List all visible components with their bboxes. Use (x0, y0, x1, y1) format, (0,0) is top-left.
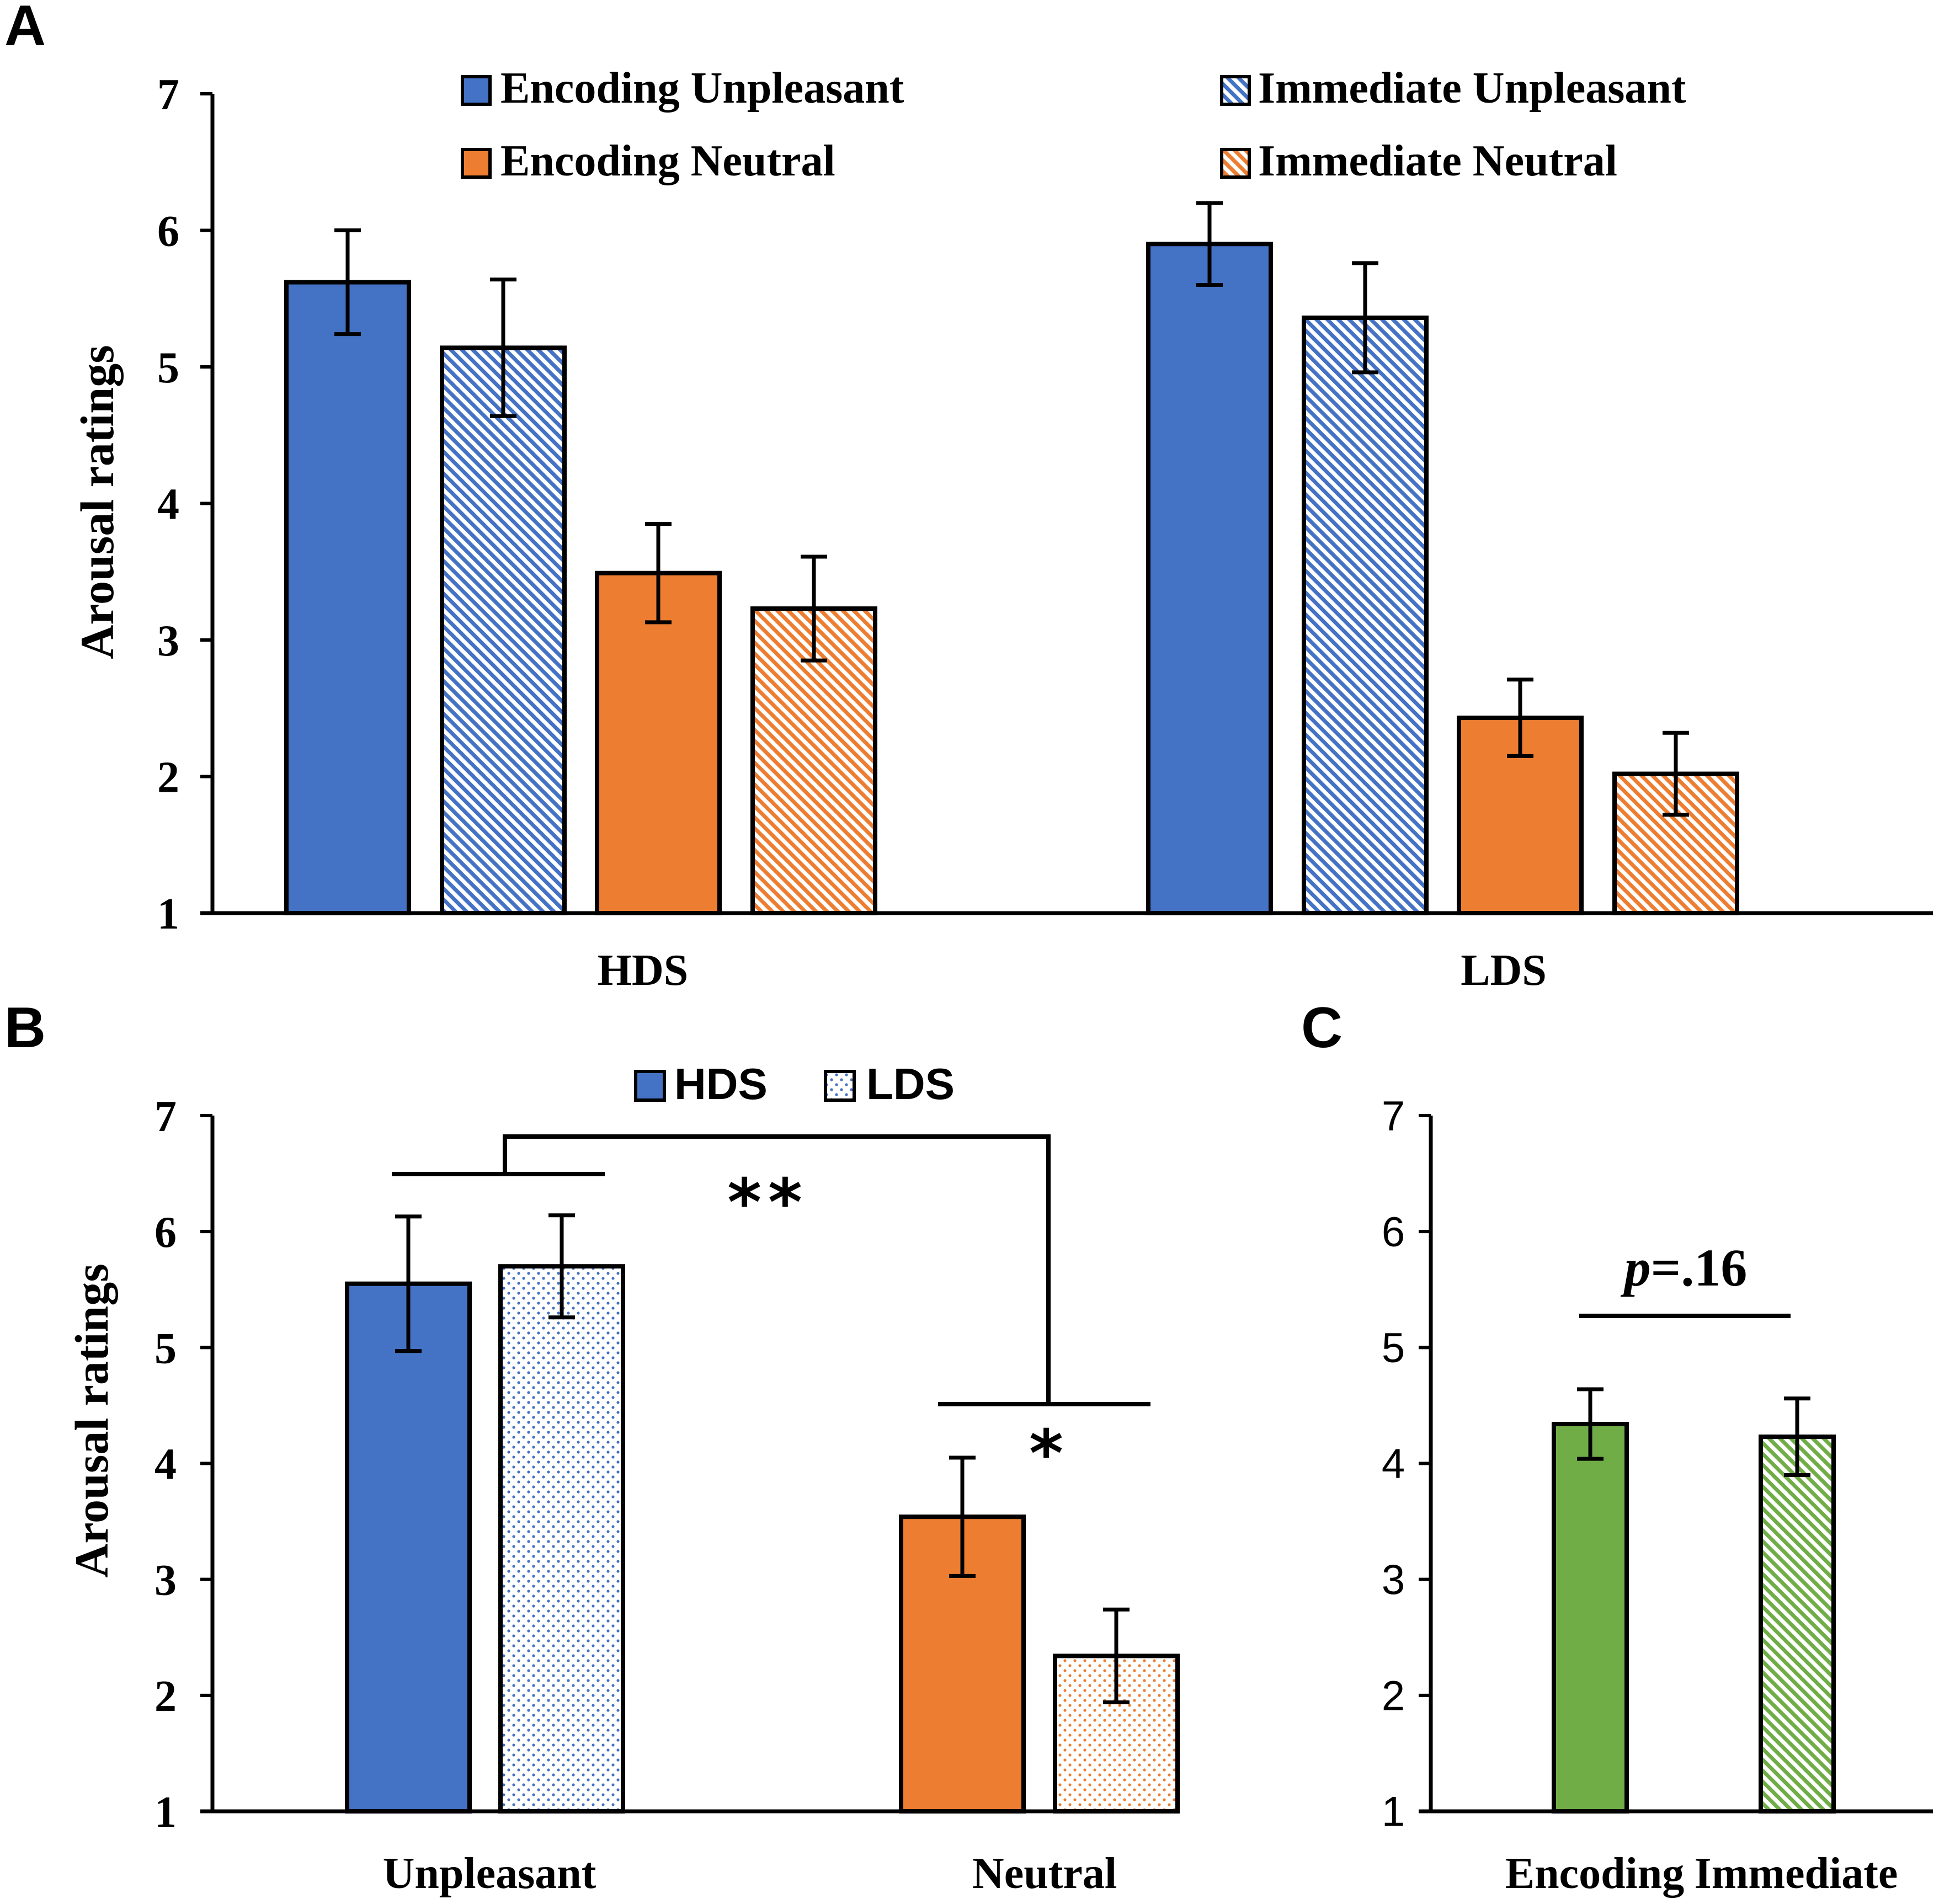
panel-a-y-axis-label: Arousal ratings (71, 345, 124, 659)
error-bar-a-immediate-unpleasant-lds (1352, 261, 1378, 375)
bar-c-arousal-encoding (1552, 1422, 1629, 1814)
panel-a-y-tick-2: 2 (157, 754, 179, 802)
panel-b: B 1 2 3 4 5 6 7 Arousal ratings Unpleasant Neu… (4, 996, 1180, 1898)
panel-c-letter: C (1301, 996, 1343, 1060)
legend-label-encoding-unpleasant: Encoding Unpleasant (500, 64, 904, 113)
panel-a-y-tick-3: 3 (157, 617, 179, 665)
panel-c-y-tick-6: 6 (1382, 1209, 1405, 1256)
legend-label-encoding-neutral: Encoding Neutral (500, 137, 835, 185)
panel-a: A 1 2 3 4 5 6 7 Arousal ratings HDS LDS Encodi… (4, 0, 1933, 995)
error-bar-a-immediate-unpleasant-hds (490, 278, 516, 418)
error-bar-a-encoding-neutral-hds (645, 522, 672, 625)
panel-b-y-tick-4: 4 (155, 1441, 177, 1489)
panel-a-axes (200, 94, 1933, 915)
panel-c-x-tick-encoding: Encoding (1505, 1849, 1685, 1898)
panel-c-y-tick-4: 4 (1382, 1441, 1405, 1487)
error-bar-b-lds-neutral (1103, 1607, 1130, 1704)
panel-a-legend: Encoding Unpleasant Immediate Unpleasant… (461, 64, 1686, 185)
legend-swatch-encoding-unpleasant (461, 75, 492, 106)
legend-swatch-lds (824, 1070, 856, 1102)
error-bar-b-lds-unpleasant (548, 1213, 575, 1320)
legend-swatch-immediate-neutral (1220, 148, 1251, 179)
panel-c-y-tick-7: 7 (1382, 1093, 1405, 1140)
panel-c-y-tick-1: 1 (1382, 1789, 1405, 1836)
bar-a-immediate-unpleasant-hds (440, 345, 567, 915)
panel-c: C 1 2 3 4 5 6 7 Encoding Immediate p=.16 (1301, 996, 1933, 1898)
panel-c-y-axis-ticks: 1 2 3 4 5 6 7 (1382, 1093, 1431, 1836)
error-bar-b-hds-neutral (949, 1455, 976, 1578)
panel-a-y-axis-ticks: 1 2 3 4 5 6 7 (157, 71, 212, 938)
legend-label-immediate-unpleasant: Immediate Unpleasant (1258, 64, 1686, 113)
panel-c-axes (1419, 1116, 1933, 1814)
bar-c-arousal-immediate (1759, 1434, 1836, 1814)
panel-b-x-tick-unpleasant: Unpleasant (383, 1849, 596, 1898)
panel-b-letter: B (4, 996, 46, 1060)
panel-c-y-tick-5: 5 (1382, 1325, 1405, 1372)
panel-c-y-tick-3: 3 (1382, 1556, 1405, 1603)
error-bar-c-arousal-encoding (1577, 1387, 1604, 1461)
legend-label-immediate-neutral: Immediate Neutral (1258, 137, 1617, 185)
p-value-symbol: p (1621, 1238, 1651, 1297)
panel-a-y-tick-4: 4 (157, 481, 179, 529)
legend-swatch-encoding-neutral (461, 148, 492, 179)
panel-b-axes (200, 1116, 1162, 1814)
panel-c-bars (1552, 1387, 1836, 1814)
bar-b-hds-unpleasant (345, 1281, 472, 1814)
panel-b-y-axis-ticks: 1 2 3 4 5 6 7 (155, 1092, 212, 1837)
bar-b-lds-unpleasant (498, 1264, 625, 1814)
p-value-number: =.16 (1651, 1238, 1748, 1297)
panel-b-y-tick-2: 2 (155, 1672, 177, 1721)
panel-a-x-tick-hds: HDS (598, 946, 689, 995)
panel-b-y-tick-5: 5 (155, 1324, 177, 1373)
error-bar-a-encoding-unpleasant-hds (334, 228, 361, 337)
legend-label-hds: HDS (674, 1059, 768, 1108)
legend-item-encoding-neutral: Encoding Neutral (461, 137, 835, 185)
legend-item-hds: HDS (634, 1059, 768, 1108)
bar-a-encoding-unpleasant-hds (284, 280, 411, 915)
p-value-annotation: p=.16 (1621, 1238, 1748, 1297)
panel-b-significance-brackets: ** * (392, 1134, 1150, 1491)
panel-b-y-tick-1: 1 (155, 1788, 177, 1837)
panel-b-y-tick-6: 6 (155, 1208, 177, 1257)
panel-c-y-tick-2: 2 (1382, 1672, 1405, 1719)
error-bar-a-encoding-unpleasant-lds (1196, 201, 1223, 287)
panel-a-y-tick-6: 6 (157, 207, 179, 256)
panel-c-significance: p=.16 (1579, 1238, 1791, 1318)
panel-a-y-tick-1: 1 (157, 890, 179, 938)
panel-a-y-tick-7: 7 (157, 71, 179, 119)
legend-item-lds: LDS (824, 1059, 955, 1108)
legend-item-encoding-unpleasant: Encoding Unpleasant (461, 64, 904, 113)
neutral-contrast-marker: * (1029, 1415, 1063, 1491)
error-bar-a-immediate-neutral-lds (1663, 730, 1689, 817)
legend-label-lds: LDS (866, 1059, 955, 1108)
panel-a-y-tick-5: 5 (157, 344, 179, 392)
panel-a-x-tick-lds: LDS (1461, 946, 1547, 995)
panel-b-legend: HDS LDS (634, 1059, 955, 1108)
error-bar-a-encoding-neutral-lds (1507, 678, 1533, 758)
panel-a-letter: A (4, 0, 46, 58)
panel-a-bars (284, 201, 1739, 916)
panel-c-x-tick-immediate: Immediate (1695, 1849, 1898, 1898)
bar-a-encoding-unpleasant-lds (1146, 242, 1273, 915)
error-bar-b-hds-unpleasant (395, 1214, 422, 1353)
panel-b-y-axis-label: Arousal ratings (65, 1263, 118, 1577)
panel-b-y-tick-7: 7 (155, 1092, 177, 1141)
error-bar-c-arousal-immediate (1784, 1396, 1810, 1478)
panel-b-x-tick-neutral: Neutral (972, 1849, 1117, 1898)
legend-item-immediate-unpleasant: Immediate Unpleasant (1220, 64, 1686, 113)
panel-b-bars (345, 1213, 1180, 1814)
legend-swatch-hds (634, 1070, 666, 1102)
significance-bracket (392, 1134, 1150, 1406)
legend-swatch-immediate-unpleasant (1220, 75, 1251, 106)
error-bar-a-immediate-neutral-hds (801, 554, 827, 663)
main-effect-marker: ** (727, 1164, 808, 1240)
legend-item-immediate-neutral: Immediate Neutral (1220, 137, 1617, 185)
bar-a-immediate-unpleasant-lds (1302, 315, 1429, 915)
panel-b-y-tick-3: 3 (155, 1556, 177, 1605)
